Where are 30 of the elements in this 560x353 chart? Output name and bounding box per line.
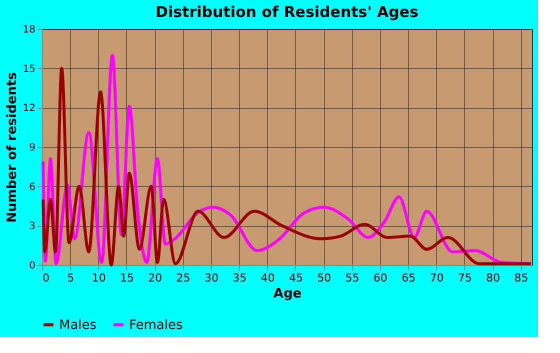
x-tick-label: 30 <box>204 272 218 284</box>
y-tick-label: 12 <box>22 103 36 114</box>
x-tick-label: 70 <box>430 272 444 284</box>
x-tick-label: 25 <box>176 272 190 284</box>
x-tick-label: 50 <box>317 272 332 284</box>
x-tick-label: 85 <box>514 272 528 284</box>
x-tick-label: 80 <box>486 272 500 284</box>
x-tick-label: 75 <box>458 272 472 284</box>
y-tick-label: 9 <box>29 142 36 154</box>
y-axis-title: Number of residents <box>4 72 20 223</box>
x-tick-label: 15 <box>120 272 134 284</box>
x-tick-label: 45 <box>288 272 303 284</box>
y-tick-label: 3 <box>29 221 36 232</box>
x-tick-label: 60 <box>373 272 388 284</box>
x-tick-label: 65 <box>402 272 416 284</box>
x-axis-title: Age <box>273 286 302 302</box>
x-tick-label: 10 <box>92 272 106 284</box>
x-tick-label: 55 <box>345 272 360 284</box>
y-tick-label: 6 <box>29 182 36 193</box>
chart-title: Distribution of Residents' Ages <box>156 3 419 21</box>
y-tick-label: 0 <box>29 260 36 272</box>
x-tick-label: 20 <box>148 272 162 284</box>
x-tick-label: 5 <box>67 272 74 284</box>
legend-label: Males <box>59 318 97 333</box>
legend-label: Females <box>129 318 184 333</box>
x-tick-label: 35 <box>232 272 247 284</box>
x-tick-label: 40 <box>260 272 275 284</box>
x-tick-label: 0 <box>42 272 50 284</box>
y-tick-label: 15 <box>22 64 36 75</box>
y-tick-label: 18 <box>22 24 36 36</box>
